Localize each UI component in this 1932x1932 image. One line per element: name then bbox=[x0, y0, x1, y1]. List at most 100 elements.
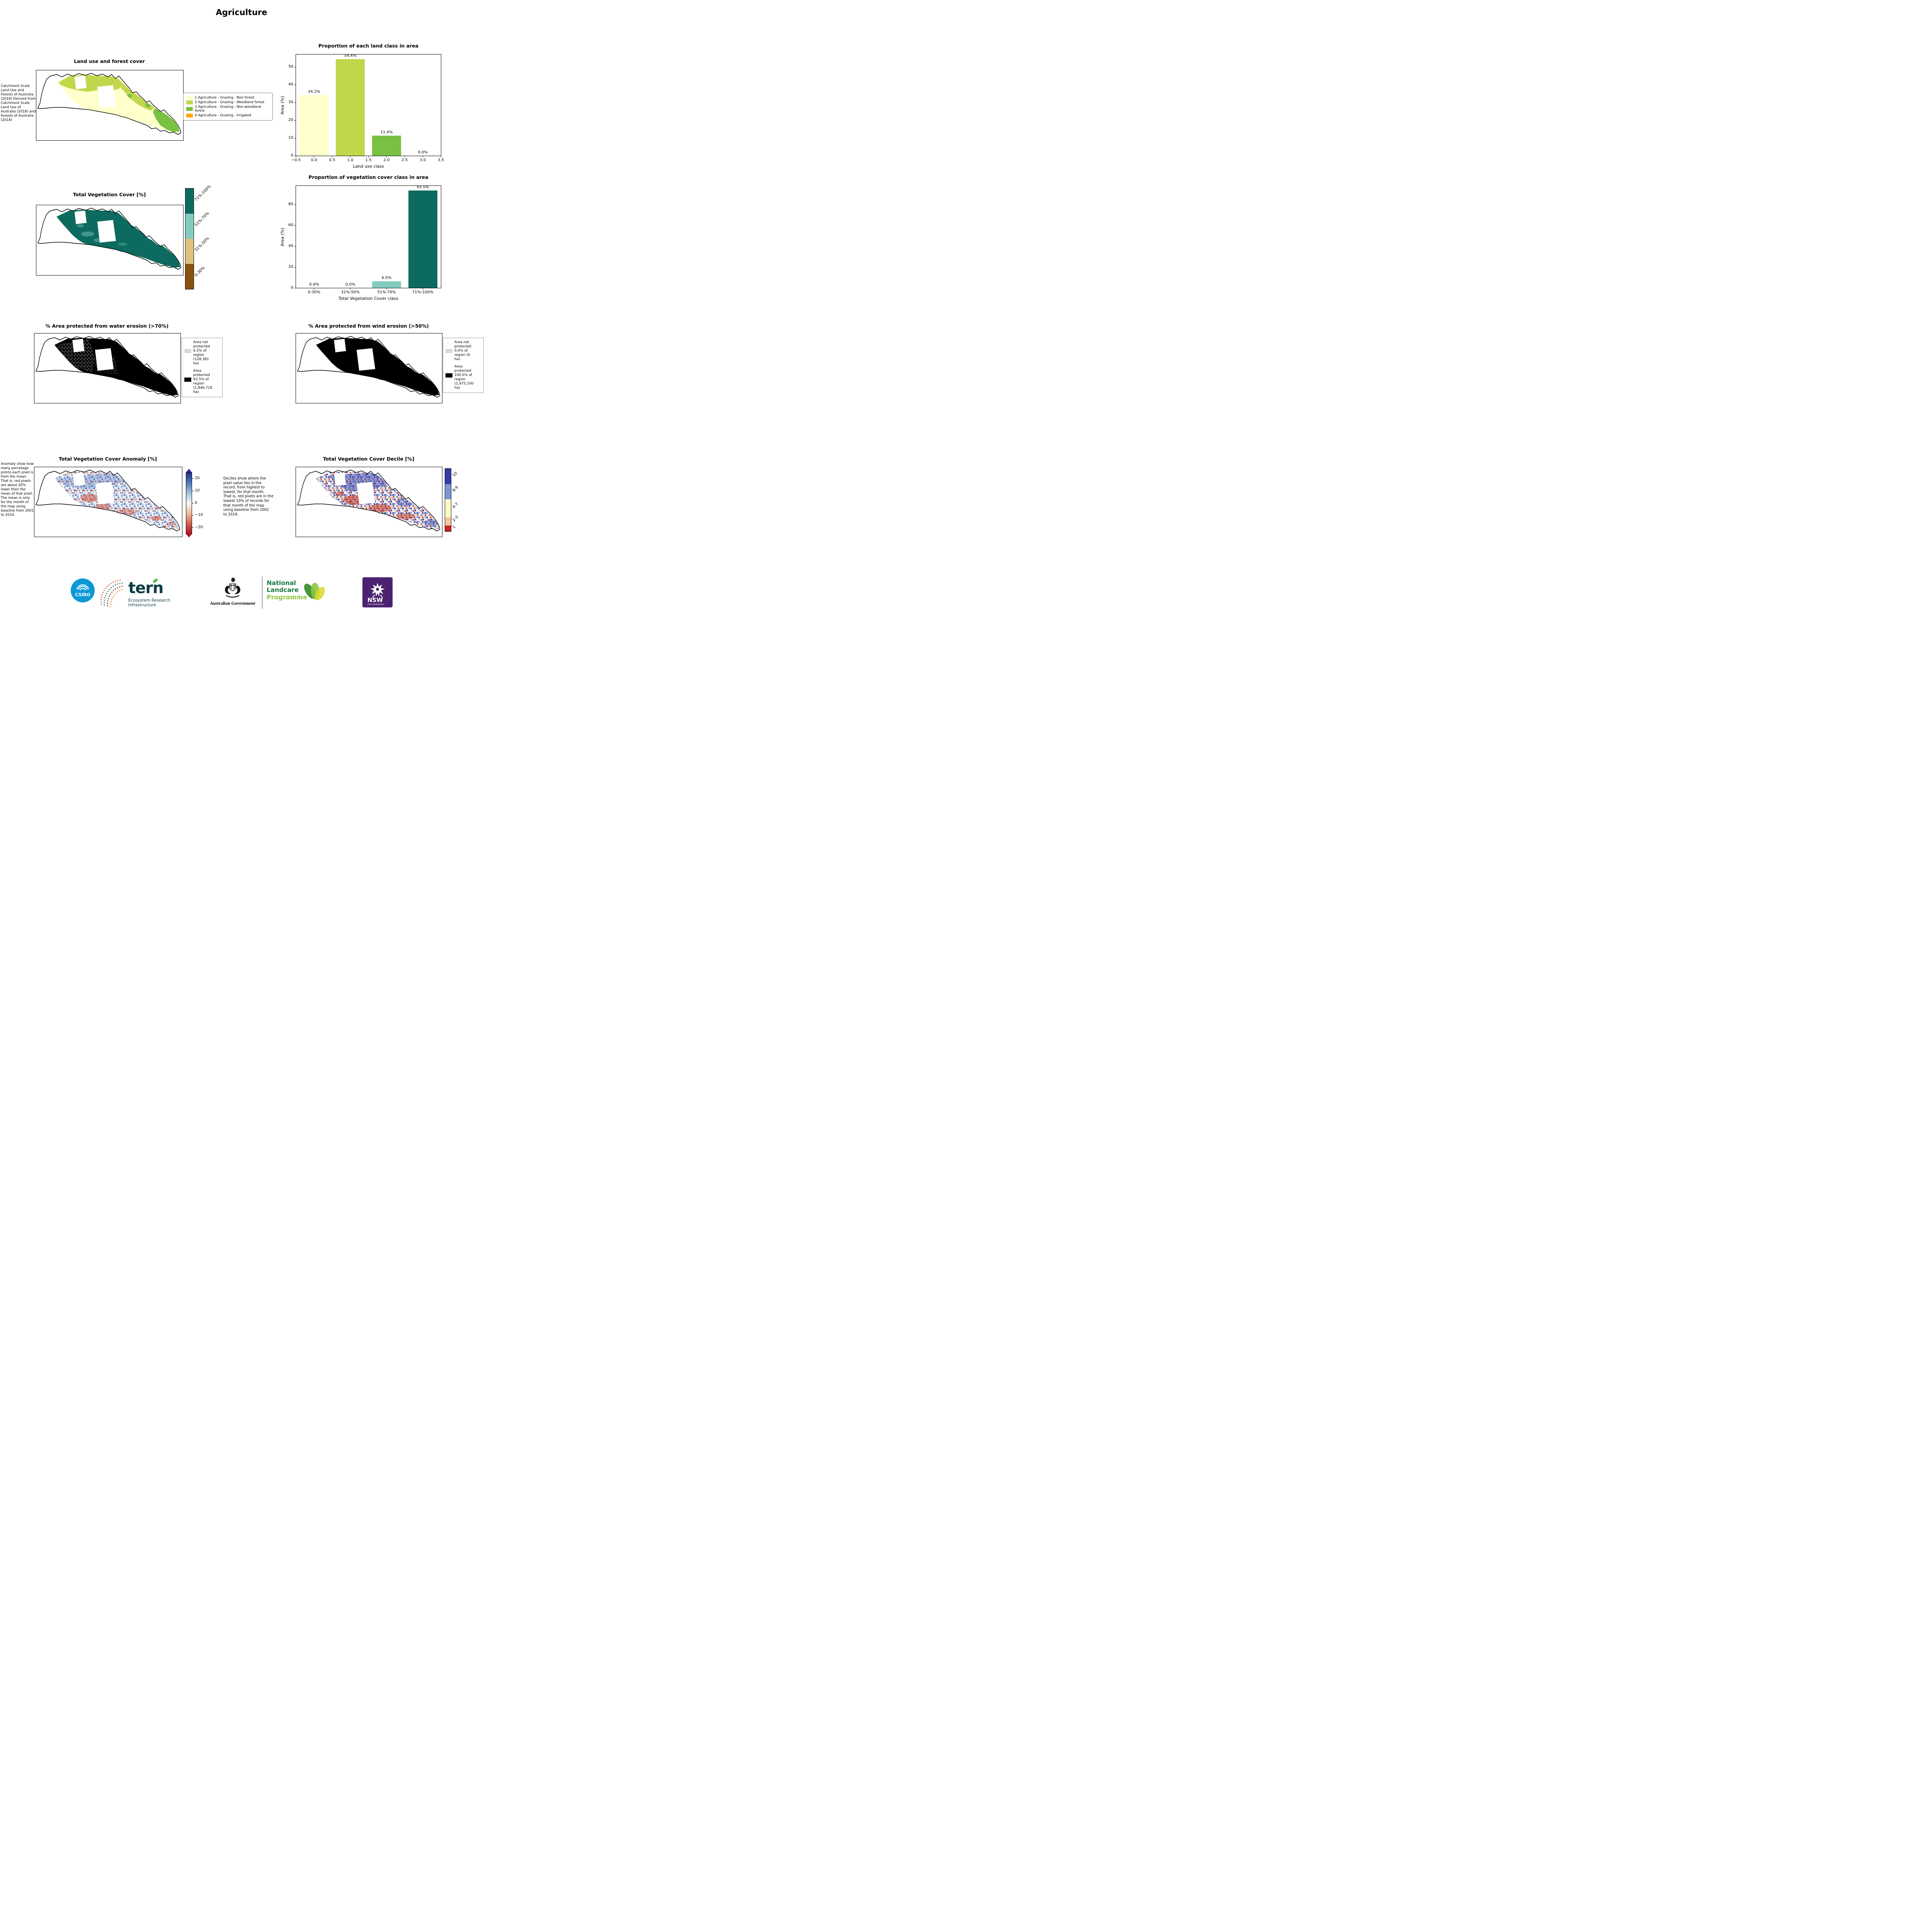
y-tick bbox=[294, 120, 296, 121]
page-title: Agriculture bbox=[216, 8, 267, 17]
swatch-non-forest bbox=[186, 96, 193, 100]
legend-label: Area protected 100.0% of region (1,975,1… bbox=[454, 364, 474, 390]
x-tick-label: −0.5 bbox=[291, 158, 301, 162]
legend-label: 1 Agriculture - Grazing - Non forest bbox=[195, 96, 255, 100]
x-tick bbox=[386, 288, 387, 289]
x-tick-label: 3.5 bbox=[438, 158, 444, 162]
y-tick-label: 40 bbox=[288, 82, 293, 87]
australian-government-text: Australian Government bbox=[210, 601, 255, 606]
anomaly-note: Anomaly show how many percetage points e… bbox=[1, 462, 34, 517]
land-use-map-title: Land use and forest cover bbox=[74, 58, 145, 64]
nsw-logo-text: NSW bbox=[367, 597, 383, 604]
bar bbox=[372, 281, 401, 288]
veg-cover-colorbar bbox=[185, 188, 194, 289]
colorbar-label: 0-30% bbox=[194, 265, 206, 278]
bar-value-label: 93.5% bbox=[417, 185, 429, 190]
y-tick-label: 40 bbox=[288, 244, 293, 248]
y-axis-label: Area (%) bbox=[280, 228, 285, 246]
x-axis-label: Total Vegetation Cover class bbox=[338, 296, 398, 301]
swatch-protected bbox=[446, 373, 452, 378]
y-tick bbox=[294, 225, 296, 226]
decile-colorbar bbox=[445, 468, 451, 532]
colorbar-label: 10 bbox=[452, 471, 458, 478]
legend-item: Area not protected 6.5% of region (128,3… bbox=[184, 340, 220, 366]
colorbar-tick-label: 0 bbox=[195, 501, 197, 505]
australian-government-crest-icon bbox=[221, 576, 245, 602]
y-tick-label: 20 bbox=[288, 265, 293, 269]
legend-label: Area protected 93.5% of region (1,846,71… bbox=[193, 369, 213, 394]
y-tick-label: 60 bbox=[288, 223, 293, 228]
colorbar-tick bbox=[192, 478, 194, 479]
chart-title: Proportion of each land class in area bbox=[318, 43, 418, 49]
colorbar-segment bbox=[445, 517, 451, 526]
bar bbox=[336, 59, 365, 156]
colorbar-segment bbox=[445, 484, 451, 499]
legend-label: 2 Agriculture - Grazing - Woodland fores… bbox=[195, 100, 265, 104]
veg-cover-map-figure bbox=[36, 205, 184, 276]
report-page: Agriculture Land use and forest cover Ca… bbox=[0, 0, 484, 611]
x-tick-label: 3.0 bbox=[420, 158, 426, 162]
anomaly-map-title: Total Vegetation Cover Anomaly [%] bbox=[58, 456, 157, 462]
colorbar-segment bbox=[185, 264, 194, 289]
y-axis-label: Area (%) bbox=[280, 96, 285, 114]
legend-item: 2 Agriculture - Grazing - Woodland fores… bbox=[186, 100, 270, 104]
anomaly-map-figure bbox=[34, 467, 182, 537]
colorbar-label: 51%-70% bbox=[194, 211, 210, 228]
bar-value-label: 54.4% bbox=[344, 53, 357, 58]
landcare-line-2: Landcare bbox=[267, 586, 299, 594]
colorbar-label: 4-7 bbox=[452, 502, 459, 510]
x-tick bbox=[368, 156, 369, 157]
veg-cover-map-title: Total Vegetation Cover [%] bbox=[73, 192, 146, 197]
decile-map-title: Total Vegetation Cover Decile [%] bbox=[323, 456, 415, 462]
colorbar-tick-label: −20 bbox=[195, 525, 203, 529]
land-use-map-figure bbox=[36, 70, 184, 141]
decile-note: Deciles show where the pixel value lies … bbox=[223, 476, 274, 517]
legend-label: Area not protected 0.0% of region (0 ha) bbox=[454, 340, 471, 361]
colorbar-segment bbox=[185, 214, 194, 239]
colorbar-label: 1 bbox=[452, 525, 457, 530]
wind-erosion-legend: Area not protected 0.0% of region (0 ha)… bbox=[443, 338, 484, 393]
decile-map-figure bbox=[296, 467, 442, 537]
legend-item: 4 Agriculture - Grazing - Irrigated bbox=[186, 114, 270, 117]
x-tick-label: 51%-70% bbox=[377, 290, 396, 294]
x-tick-label: 0-30% bbox=[308, 290, 320, 294]
water-erosion-map-title: % Area protected from water erosion (>70… bbox=[45, 323, 169, 329]
x-tick-label: 1.0 bbox=[347, 158, 354, 162]
bar bbox=[372, 135, 401, 156]
veg-cover-bar-chart: Proportion of vegetation cover class in … bbox=[280, 174, 441, 301]
bar-value-label: 0.0% bbox=[345, 282, 355, 287]
colorbar-label: 71%-100% bbox=[194, 184, 212, 202]
anomaly-colorbar-top-arrow bbox=[186, 469, 192, 473]
x-tick-label: 0.5 bbox=[329, 158, 335, 162]
y-tick-label: 10 bbox=[288, 136, 293, 140]
colorbar-segment bbox=[445, 469, 451, 484]
tern-leaf-icon bbox=[153, 578, 158, 583]
colorbar-tick-label: 20 bbox=[195, 476, 200, 480]
bar-value-label: 6.5% bbox=[381, 276, 392, 280]
swatch-irrigated bbox=[186, 114, 193, 117]
land-use-legend: 1 Agriculture - Grazing - Non forest 2 A… bbox=[183, 93, 273, 121]
legend-label: 4 Agriculture - Grazing - Irrigated bbox=[195, 114, 251, 117]
anomaly-colorbar bbox=[186, 473, 192, 534]
bar bbox=[408, 190, 437, 288]
colorbar-tick-label: −10 bbox=[195, 513, 203, 517]
bar-value-label: 34.2% bbox=[308, 89, 320, 94]
landcare-line-1: National bbox=[267, 579, 296, 587]
legend-item: Area not protected 0.0% of region (0 ha) bbox=[446, 340, 481, 362]
bar-value-label: 0.0% bbox=[309, 282, 319, 287]
anomaly-colorbar-bottom-arrow bbox=[186, 534, 192, 537]
nsw-logo-subtitle: GOVERNMENT bbox=[367, 604, 384, 606]
colorbar-tick bbox=[192, 527, 194, 528]
chart-title: Proportion of vegetation cover class in … bbox=[308, 174, 429, 180]
swatch-non-woodland bbox=[186, 107, 193, 111]
water-erosion-legend: Area not protected 6.5% of region (128,3… bbox=[182, 338, 223, 397]
y-tick-label: 80 bbox=[288, 202, 293, 207]
csiro-logo: CSIRO bbox=[70, 578, 95, 604]
swatch-protected bbox=[184, 377, 191, 382]
y-tick bbox=[294, 246, 296, 247]
landcare-line-3: Programme bbox=[267, 593, 307, 601]
legend-label: Area not protected 6.5% of region (128,3… bbox=[193, 340, 210, 366]
legend-item: Area protected 100.0% of region (1,975,1… bbox=[446, 365, 481, 390]
wind-erosion-map-title: % Area protected from wind erosion (>50%… bbox=[308, 323, 429, 329]
tern-logo-text: tern bbox=[128, 579, 163, 597]
